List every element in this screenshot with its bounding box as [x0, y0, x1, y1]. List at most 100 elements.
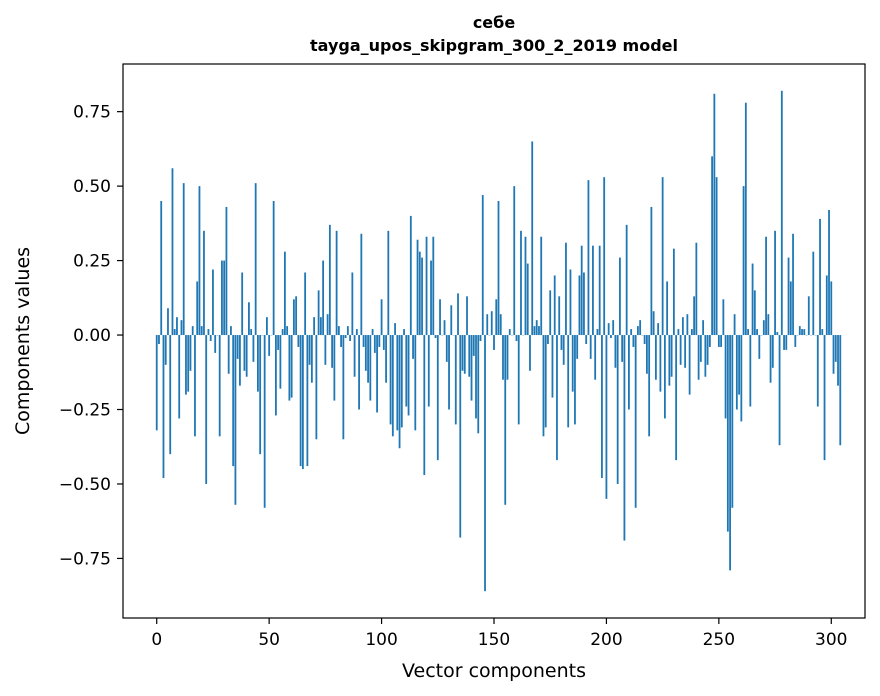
- bar-131: [450, 305, 453, 336]
- bar-25: [212, 269, 214, 336]
- bar-17: [194, 335, 196, 437]
- bar-286: [798, 326, 801, 336]
- bar-116: [416, 239, 419, 336]
- bar-237: [688, 335, 691, 395]
- bar-41: [248, 302, 250, 336]
- bar-76: [326, 314, 329, 336]
- bar-263: [747, 329, 749, 336]
- bar-288: [803, 329, 806, 336]
- bar-48: [263, 335, 266, 508]
- bar-179: [558, 296, 561, 336]
- bar-287: [801, 329, 803, 336]
- bar-219: [648, 335, 651, 437]
- bar-122: [430, 260, 432, 336]
- bar-276: [776, 332, 779, 336]
- bar-282: [789, 281, 792, 336]
- bar-40: [245, 335, 248, 377]
- bar-58: [286, 326, 289, 336]
- bar-260: [740, 335, 743, 422]
- bar-182: [565, 242, 567, 336]
- bar-87: [351, 272, 354, 336]
- bar-126: [439, 299, 441, 336]
- bar-202: [610, 335, 612, 339]
- bar-11: [180, 320, 183, 336]
- y-tick-label: 0.50: [73, 177, 111, 197]
- bar-213: [634, 335, 637, 508]
- bar-56: [281, 329, 284, 336]
- bar-140: [470, 335, 473, 401]
- y-axis-label: Components values: [12, 247, 34, 435]
- bar-252: [722, 299, 725, 336]
- bar-255: [729, 335, 731, 571]
- bar-267: [756, 329, 758, 336]
- bar-156: [506, 335, 509, 380]
- bar-211: [630, 329, 633, 336]
- bar-20: [200, 326, 203, 336]
- y-axis-ticks: −0.75 −0.50 −0.25 0.00 0.25 0.50 0.75: [59, 103, 123, 569]
- bar-246: [708, 335, 711, 347]
- bar-137: [463, 335, 466, 374]
- bar-5: [167, 308, 169, 336]
- bar-98: [376, 335, 378, 413]
- bar-154: [502, 335, 504, 380]
- y-tick-label: −0.75: [59, 549, 111, 569]
- bar-183: [567, 335, 570, 428]
- bar-72: [317, 290, 320, 336]
- bar-109: [400, 335, 403, 428]
- bar-236: [686, 314, 689, 336]
- bar-215: [639, 320, 642, 336]
- bar-297: [823, 335, 826, 461]
- bar-18: [196, 281, 199, 336]
- bar-139: [468, 335, 471, 377]
- bar-121: [427, 335, 430, 407]
- bar-85: [346, 326, 349, 336]
- bar-36: [236, 335, 239, 359]
- bar-167: [531, 141, 534, 336]
- bar-296: [821, 329, 824, 336]
- bar-160: [515, 335, 518, 341]
- bar-212: [632, 335, 635, 347]
- bar-73: [319, 317, 322, 336]
- bar-106: [394, 323, 396, 336]
- bar-83: [342, 335, 345, 440]
- bar-299: [828, 209, 830, 336]
- bar-102: [385, 335, 387, 383]
- bar-200: [605, 335, 608, 499]
- bar-194: [592, 245, 594, 336]
- bar-46: [259, 335, 262, 455]
- bar-110: [403, 329, 405, 336]
- bar-146: [484, 335, 486, 592]
- bar-6: [169, 335, 172, 455]
- bar-281: [787, 257, 790, 336]
- bar-231: [675, 335, 678, 461]
- bar-228: [668, 335, 671, 386]
- x-axis-ticks: 0 50 100 150 200 250 300: [151, 618, 847, 650]
- chart-subtitle: tayga_upos_skipgram_300_2_2019 model: [310, 36, 678, 55]
- bar-133: [454, 335, 457, 425]
- x-tick-label: 200: [590, 630, 622, 650]
- bar-115: [414, 335, 417, 431]
- bar-119: [423, 335, 426, 476]
- bar-261: [742, 186, 745, 336]
- bar-60: [290, 335, 293, 398]
- bar-265: [751, 263, 754, 336]
- bar-278: [780, 90, 783, 336]
- bar-77: [328, 224, 331, 336]
- chart-title: себе: [473, 13, 516, 32]
- bar-59: [288, 335, 291, 401]
- bar-66: [304, 272, 307, 336]
- bar-165: [526, 263, 529, 336]
- bar-189: [580, 245, 583, 336]
- bar-78: [331, 335, 334, 368]
- bar-161: [517, 335, 520, 425]
- bar-243: [702, 320, 705, 336]
- y-tick-label: 0.75: [73, 103, 111, 123]
- bar-74: [322, 260, 325, 336]
- bar-7: [171, 168, 174, 336]
- bar-30: [223, 260, 226, 336]
- bar-145: [481, 195, 484, 336]
- x-tick-label: 300: [815, 630, 847, 650]
- bar-118: [421, 257, 423, 336]
- bar-186: [574, 335, 576, 425]
- bar-242: [699, 335, 702, 362]
